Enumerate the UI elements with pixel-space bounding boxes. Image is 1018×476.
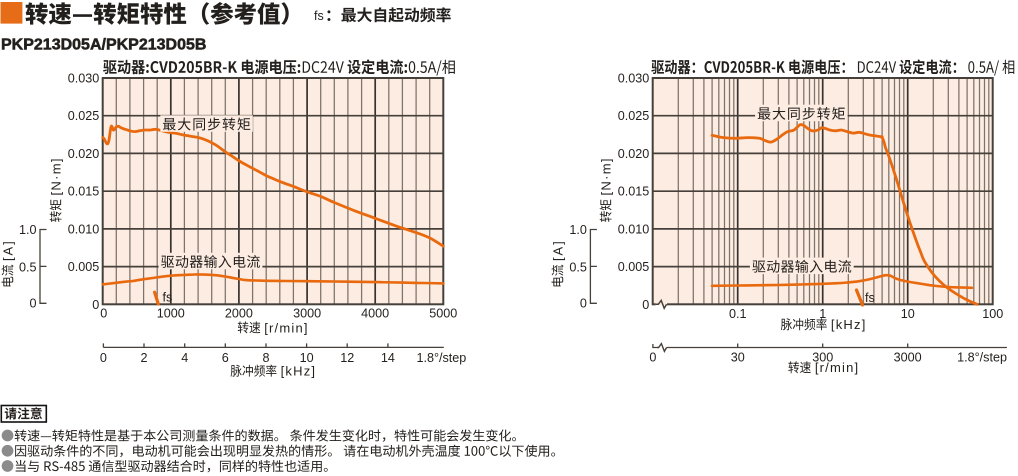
svg-text:0.005: 0.005 bbox=[68, 260, 100, 274]
svg-text:12: 12 bbox=[340, 351, 354, 365]
svg-text:1.0: 1.0 bbox=[569, 223, 587, 237]
svg-text:2: 2 bbox=[140, 351, 147, 365]
svg-text:[r/min]: [r/min] bbox=[815, 360, 860, 375]
svg-text:1.8°/step: 1.8°/step bbox=[416, 351, 466, 365]
svg-text:0.5: 0.5 bbox=[569, 260, 587, 274]
svg-text:0: 0 bbox=[580, 296, 587, 310]
svg-text:[N·m]: [N·m] bbox=[599, 157, 614, 195]
svg-text:PKP213D05A/PKP213D05B: PKP213D05A/PKP213D05B bbox=[1, 36, 206, 53]
svg-text:100: 100 bbox=[982, 307, 1003, 321]
svg-text:0: 0 bbox=[92, 298, 99, 312]
svg-text:0.010: 0.010 bbox=[618, 222, 650, 236]
svg-text:0.010: 0.010 bbox=[68, 222, 100, 236]
svg-text:0: 0 bbox=[649, 351, 656, 365]
svg-text:5000: 5000 bbox=[429, 307, 457, 321]
svg-text:1000: 1000 bbox=[157, 307, 185, 321]
svg-text:2000: 2000 bbox=[225, 307, 253, 321]
svg-text:10: 10 bbox=[901, 307, 915, 321]
svg-text:10: 10 bbox=[300, 351, 314, 365]
svg-text:1.0: 1.0 bbox=[19, 223, 37, 237]
svg-text:0.1: 0.1 bbox=[729, 307, 747, 321]
svg-text:3000: 3000 bbox=[894, 351, 922, 365]
svg-text:[A]: [A] bbox=[550, 239, 565, 261]
svg-text:3000: 3000 bbox=[293, 307, 321, 321]
svg-text:[kHz]: [kHz] bbox=[281, 364, 317, 379]
svg-text:[A]: [A] bbox=[0, 239, 15, 261]
svg-text:30: 30 bbox=[731, 351, 745, 365]
svg-text:0.025: 0.025 bbox=[618, 109, 650, 123]
svg-text:6: 6 bbox=[222, 351, 229, 365]
svg-text:0: 0 bbox=[642, 298, 649, 312]
svg-text:0.020: 0.020 bbox=[618, 147, 650, 161]
svg-text:0.005: 0.005 bbox=[618, 260, 650, 274]
svg-text:fs: fs bbox=[865, 291, 875, 305]
svg-text:[kHz]: [kHz] bbox=[831, 317, 867, 332]
svg-text:fs: fs bbox=[314, 9, 324, 23]
svg-text:8: 8 bbox=[262, 351, 269, 365]
svg-text:0.020: 0.020 bbox=[68, 147, 100, 161]
svg-text:0: 0 bbox=[100, 351, 107, 365]
svg-text:[N·m]: [N·m] bbox=[49, 157, 64, 195]
svg-text:0.030: 0.030 bbox=[618, 72, 650, 86]
svg-text:0.5: 0.5 bbox=[19, 260, 37, 274]
svg-text:1.8°/step: 1.8°/step bbox=[957, 351, 1007, 365]
svg-text:0.015: 0.015 bbox=[618, 185, 650, 199]
svg-text:0: 0 bbox=[100, 307, 107, 321]
svg-text:300: 300 bbox=[812, 351, 833, 365]
svg-text:fs: fs bbox=[163, 291, 173, 305]
svg-text:0.015: 0.015 bbox=[68, 185, 100, 199]
svg-text:0.030: 0.030 bbox=[68, 72, 100, 86]
svg-text:4000: 4000 bbox=[361, 307, 389, 321]
svg-text:0.025: 0.025 bbox=[68, 109, 100, 123]
svg-text:14: 14 bbox=[381, 351, 395, 365]
svg-text:1: 1 bbox=[819, 307, 826, 321]
svg-text:0: 0 bbox=[29, 296, 36, 310]
svg-text:[r/min]: [r/min] bbox=[264, 320, 309, 335]
svg-text:4: 4 bbox=[181, 351, 188, 365]
